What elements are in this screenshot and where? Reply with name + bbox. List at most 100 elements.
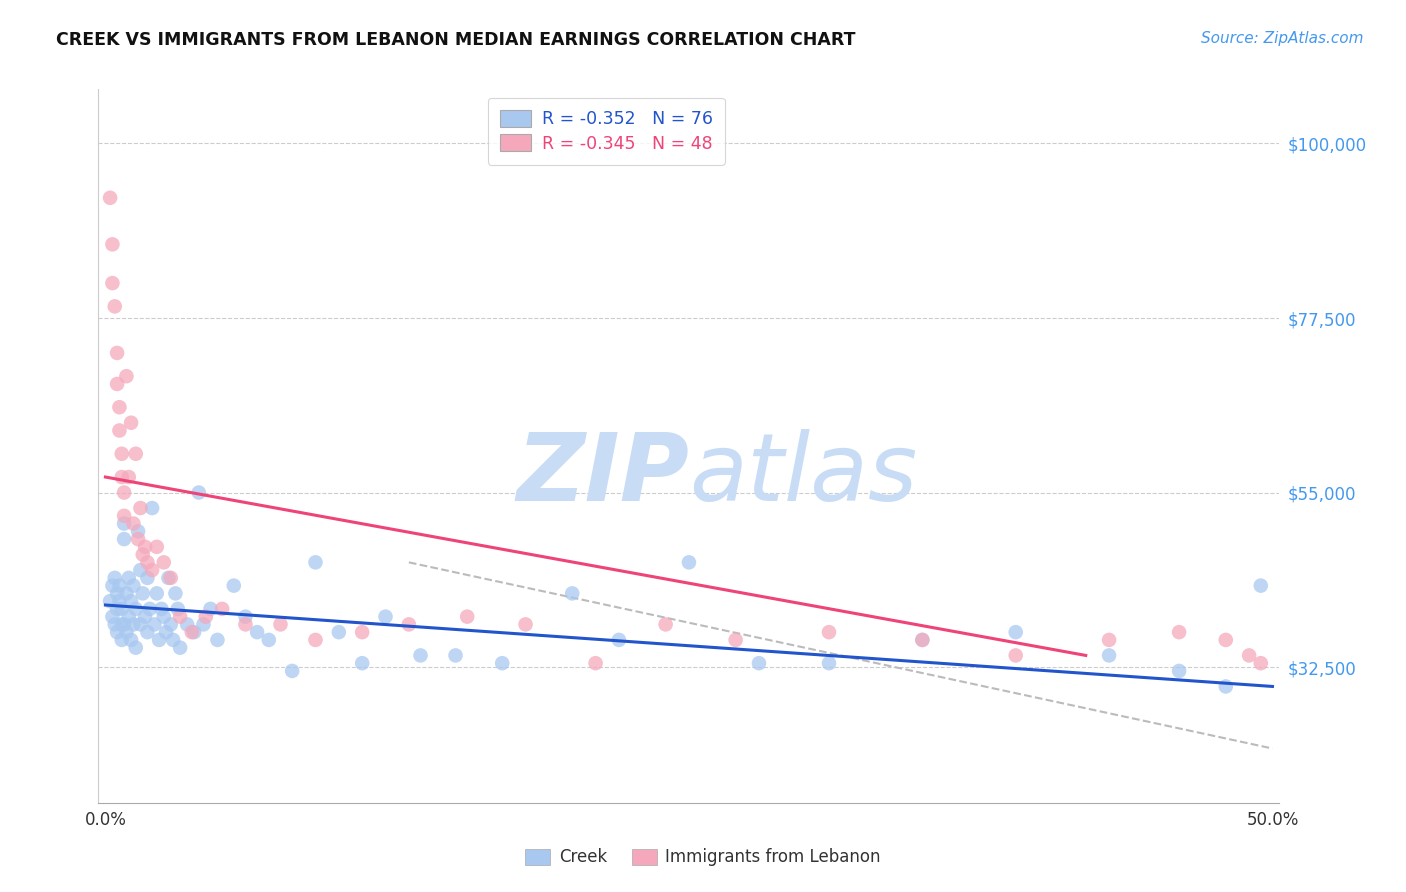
Point — [724, 632, 747, 647]
Point — [155, 625, 177, 640]
Point — [101, 237, 124, 252]
Point — [352, 656, 374, 670]
Point — [122, 617, 145, 632]
Point — [207, 632, 229, 647]
Point — [120, 416, 142, 430]
Point — [127, 524, 149, 539]
Point — [98, 594, 121, 608]
Point — [108, 424, 131, 438]
Point — [162, 632, 184, 647]
Point — [1168, 625, 1191, 640]
Point — [129, 501, 152, 516]
Point — [374, 609, 396, 624]
Point — [105, 586, 128, 600]
Point — [409, 648, 432, 663]
Point — [187, 485, 209, 500]
Point — [304, 555, 326, 569]
Point — [444, 648, 467, 663]
Point — [127, 532, 149, 546]
Legend: R = -0.352   N = 76, R = -0.345   N = 48: R = -0.352 N = 76, R = -0.345 N = 48 — [488, 98, 724, 165]
Point — [304, 632, 326, 647]
Point — [1004, 648, 1026, 663]
Point — [352, 625, 374, 640]
Point — [211, 602, 233, 616]
Point — [166, 602, 188, 616]
Point — [111, 447, 134, 461]
Point — [169, 609, 191, 624]
Point — [1004, 625, 1026, 640]
Text: atlas: atlas — [689, 429, 917, 520]
Point — [1215, 632, 1237, 647]
Point — [152, 609, 174, 624]
Point — [152, 555, 174, 569]
Point — [143, 617, 166, 632]
Point — [105, 376, 128, 391]
Point — [108, 579, 131, 593]
Point — [111, 470, 134, 484]
Point — [111, 632, 134, 647]
Point — [257, 632, 280, 647]
Point — [585, 656, 607, 670]
Point — [129, 563, 152, 577]
Point — [159, 571, 181, 585]
Point — [112, 508, 135, 523]
Point — [1098, 648, 1121, 663]
Point — [146, 586, 169, 600]
Point — [122, 516, 145, 531]
Point — [141, 563, 163, 577]
Point — [139, 602, 162, 616]
Point — [101, 609, 124, 624]
Point — [112, 485, 135, 500]
Point — [118, 609, 141, 624]
Point — [136, 571, 159, 585]
Point — [125, 640, 148, 655]
Point — [108, 401, 131, 415]
Point — [561, 586, 583, 600]
Point — [129, 617, 152, 632]
Point — [132, 586, 155, 600]
Point — [136, 555, 159, 569]
Point — [120, 594, 142, 608]
Point — [818, 656, 841, 670]
Point — [111, 602, 134, 616]
Point — [141, 501, 163, 516]
Point — [105, 625, 128, 640]
Point — [246, 625, 269, 640]
Point — [105, 602, 128, 616]
Point — [1250, 579, 1272, 593]
Point — [115, 369, 138, 384]
Point — [112, 532, 135, 546]
Point — [607, 632, 630, 647]
Point — [328, 625, 350, 640]
Point — [235, 617, 257, 632]
Point — [134, 540, 156, 554]
Point — [120, 632, 142, 647]
Point — [150, 602, 173, 616]
Point — [1237, 648, 1260, 663]
Text: Source: ZipAtlas.com: Source: ZipAtlas.com — [1201, 31, 1364, 46]
Point — [115, 586, 138, 600]
Text: ZIP: ZIP — [516, 428, 689, 521]
Point — [165, 586, 187, 600]
Point — [1098, 632, 1121, 647]
Point — [748, 656, 770, 670]
Point — [118, 470, 141, 484]
Point — [183, 625, 205, 640]
Point — [115, 625, 138, 640]
Point — [1250, 656, 1272, 670]
Point — [491, 656, 513, 670]
Point — [104, 617, 127, 632]
Point — [169, 640, 191, 655]
Point — [148, 632, 170, 647]
Point — [456, 609, 478, 624]
Point — [104, 299, 127, 313]
Point — [125, 447, 148, 461]
Point — [200, 602, 222, 616]
Point — [157, 571, 180, 585]
Point — [112, 516, 135, 531]
Point — [281, 664, 304, 678]
Point — [1168, 664, 1191, 678]
Point — [1215, 680, 1237, 694]
Legend: Creek, Immigrants from Lebanon: Creek, Immigrants from Lebanon — [517, 840, 889, 875]
Point — [159, 617, 181, 632]
